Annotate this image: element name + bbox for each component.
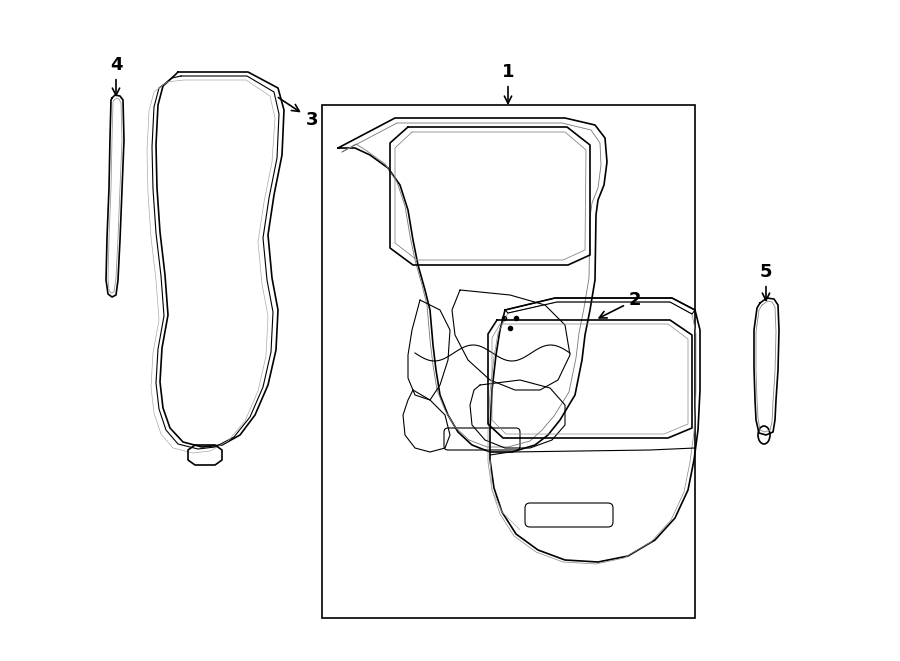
Text: 3: 3 bbox=[278, 98, 319, 129]
Text: 4: 4 bbox=[110, 56, 122, 95]
Text: 5: 5 bbox=[760, 263, 772, 300]
Text: 1: 1 bbox=[502, 63, 514, 103]
Text: 2: 2 bbox=[599, 291, 641, 318]
